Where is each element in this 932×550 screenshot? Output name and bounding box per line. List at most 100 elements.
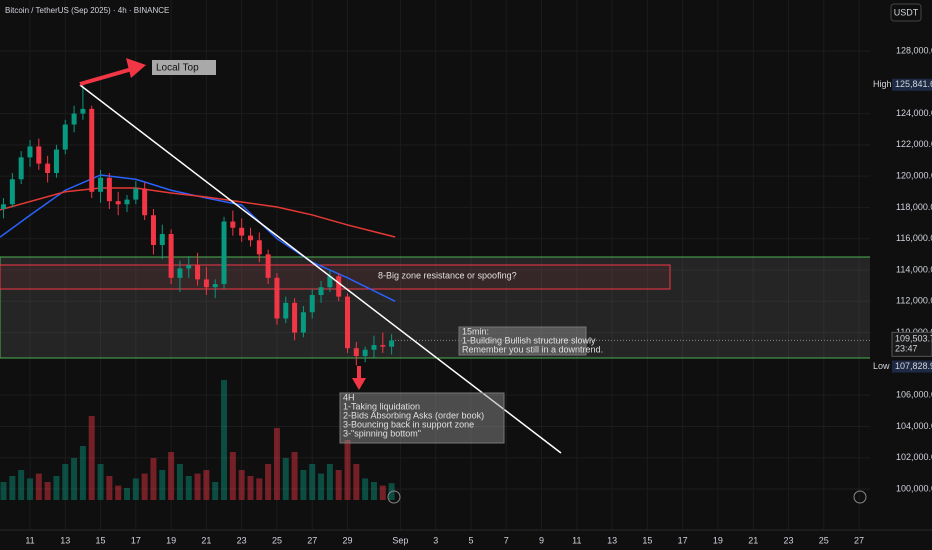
high-price: 125,841.6 bbox=[895, 79, 932, 89]
volume-bar bbox=[124, 488, 131, 500]
low-label: Low bbox=[873, 361, 890, 371]
volume-bar bbox=[106, 476, 113, 500]
candle-body bbox=[309, 295, 315, 313]
candle-body bbox=[389, 340, 395, 347]
volume-bar bbox=[203, 470, 210, 500]
candle-body bbox=[27, 146, 33, 158]
x-tick-label: 23 bbox=[783, 535, 793, 545]
candle-body bbox=[221, 221, 227, 285]
volume-bar bbox=[344, 440, 351, 500]
x-tick-label: 21 bbox=[201, 535, 211, 545]
x-tick-label: 27 bbox=[854, 535, 864, 545]
low-price-box bbox=[892, 360, 932, 373]
x-tick-label: 15 bbox=[96, 535, 106, 545]
y-tick-label: 118,000.0 bbox=[896, 202, 932, 212]
annotation-line: 3-Bouncing back in support zone bbox=[343, 419, 474, 429]
icon[interactable] bbox=[387, 490, 401, 504]
candle-body bbox=[142, 188, 148, 216]
volume-bar bbox=[9, 476, 16, 500]
candle-body bbox=[45, 163, 51, 174]
trend-line bbox=[79, 84, 562, 454]
candle-body bbox=[300, 312, 306, 333]
volume-bar bbox=[335, 470, 342, 500]
x-tick-label: 23 bbox=[237, 535, 247, 545]
x-tick-label: 15 bbox=[642, 535, 652, 545]
x-tick-label: 9 bbox=[539, 535, 544, 545]
candle-body bbox=[247, 235, 253, 241]
y-tick-label: 106,000.0 bbox=[896, 390, 932, 400]
x-tick-label: 11 bbox=[25, 535, 34, 545]
candle-body bbox=[212, 284, 218, 288]
volume-bar bbox=[71, 458, 78, 500]
arrow-shaft bbox=[79, 67, 133, 86]
candle-body bbox=[98, 177, 104, 192]
icon[interactable] bbox=[853, 490, 867, 504]
candle-body bbox=[327, 276, 333, 288]
volume-bar bbox=[79, 446, 86, 500]
x-tick-label: Sep bbox=[392, 535, 408, 545]
volume-bar bbox=[282, 458, 289, 500]
volume-bar bbox=[353, 464, 360, 500]
x-tick-label: 29 bbox=[342, 535, 352, 545]
candle-body bbox=[124, 199, 130, 205]
candle-body bbox=[53, 149, 59, 174]
volume-bar bbox=[300, 470, 307, 500]
y-tick-label: 114,000.0 bbox=[896, 264, 932, 274]
volume-bar bbox=[35, 473, 42, 500]
x-tick-label: 27 bbox=[307, 535, 317, 545]
x-tick-label: 25 bbox=[272, 535, 282, 545]
annotation-line: 1-Building Bullish structure slowly bbox=[462, 335, 596, 345]
volume-bar bbox=[62, 464, 69, 500]
annotation-line: 1-Taking liquidation bbox=[343, 401, 420, 411]
y-tick-label: 104,000.0 bbox=[896, 421, 932, 431]
volume-bar bbox=[291, 452, 298, 500]
volume-bar bbox=[256, 478, 263, 500]
candle-body bbox=[318, 287, 324, 296]
volume-bar bbox=[44, 482, 51, 500]
candle-body bbox=[239, 227, 245, 236]
candle-body bbox=[230, 221, 236, 228]
candle-body bbox=[1, 204, 7, 209]
volume-bar bbox=[53, 476, 60, 500]
candle-body bbox=[186, 265, 192, 269]
annotation: Local Top bbox=[156, 63, 199, 74]
candle-body bbox=[265, 254, 271, 278]
volume-bar bbox=[265, 464, 272, 500]
last-price: 109,503.7 bbox=[895, 334, 932, 344]
volume-bar bbox=[318, 473, 325, 500]
volume-bar bbox=[229, 452, 236, 500]
candle-body bbox=[353, 348, 359, 357]
candle-body bbox=[36, 146, 42, 164]
volume-bar bbox=[176, 464, 183, 500]
candle-body bbox=[195, 265, 201, 280]
y-tick-label: 128,000.0 bbox=[896, 45, 932, 55]
arrow-head bbox=[126, 58, 146, 78]
x-tick-label: 19 bbox=[166, 535, 176, 545]
y-tick-label: 122,000.0 bbox=[896, 139, 932, 149]
x-tick-label: 7 bbox=[504, 535, 509, 545]
volume-bar bbox=[18, 470, 25, 500]
note-box bbox=[458, 326, 587, 356]
y-tick-label: 120,000.0 bbox=[896, 171, 932, 181]
price-axis bbox=[870, 0, 932, 550]
candle-body bbox=[380, 345, 386, 347]
y-tick-label: 112,000.0 bbox=[896, 296, 932, 306]
volume-bar bbox=[141, 473, 148, 500]
y-tick-label: 124,000.0 bbox=[896, 108, 932, 118]
candle-body bbox=[256, 240, 262, 255]
currency-box bbox=[890, 3, 922, 22]
candle-body bbox=[345, 296, 351, 349]
candle-body bbox=[203, 279, 209, 288]
moving-average bbox=[0, 187, 396, 238]
volume-bar bbox=[370, 482, 377, 500]
last-price-box bbox=[891, 331, 932, 357]
volume-bar bbox=[168, 452, 175, 500]
note-box bbox=[339, 392, 505, 444]
candle-body bbox=[371, 345, 377, 350]
volume-bar bbox=[273, 428, 280, 500]
volume-bar bbox=[115, 485, 122, 500]
countdown: 23:47 bbox=[895, 344, 918, 354]
y-tick-label: 102,000.0 bbox=[896, 452, 932, 462]
